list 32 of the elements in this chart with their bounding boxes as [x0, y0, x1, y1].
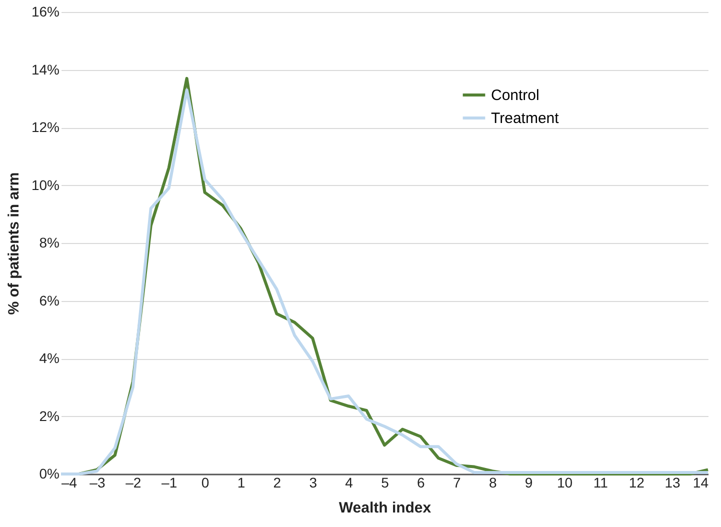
- x-tick-label: –3: [90, 474, 106, 490]
- legend-label: Control: [491, 87, 540, 104]
- x-tick-label: –4: [62, 474, 78, 490]
- x-tick-label: 14: [692, 474, 709, 490]
- x-tick-label: –1: [162, 474, 178, 490]
- x-tick-label: 9: [524, 474, 533, 490]
- y-tick-label: 4%: [39, 350, 60, 366]
- x-axis-title: Wealth index: [338, 500, 432, 516]
- x-tick-label: –2: [126, 474, 142, 490]
- x-tick-label: 1: [237, 474, 246, 490]
- x-tick-label: 4: [345, 474, 354, 490]
- x-tick-label: 12: [628, 474, 645, 490]
- y-tick-label: 8%: [39, 234, 60, 250]
- x-tick-label: 8: [488, 474, 497, 490]
- x-tick-label: 7: [452, 474, 461, 490]
- y-tick-label: 6%: [39, 292, 60, 308]
- legend-label: Treatment: [491, 110, 560, 127]
- y-tick-label: 16%: [31, 4, 60, 20]
- x-tick-label: 2: [273, 474, 282, 490]
- x-tick-label: 11: [593, 474, 608, 490]
- x-tick-label: 0: [201, 474, 210, 490]
- y-axis-title: % of patients in arm: [5, 172, 22, 315]
- x-tick-label: 10: [556, 474, 573, 490]
- y-tick-label: 2%: [39, 408, 60, 424]
- x-tick-label: 3: [309, 474, 318, 490]
- x-tick-label: 13: [664, 474, 681, 490]
- y-tick-label: 0%: [39, 466, 60, 482]
- x-tick-label: 6: [417, 474, 426, 490]
- x-tick-label: 5: [381, 474, 390, 490]
- y-tick-label: 12%: [31, 119, 60, 135]
- y-tick-label: 14%: [31, 61, 60, 78]
- y-tick-label: 10%: [31, 176, 60, 193]
